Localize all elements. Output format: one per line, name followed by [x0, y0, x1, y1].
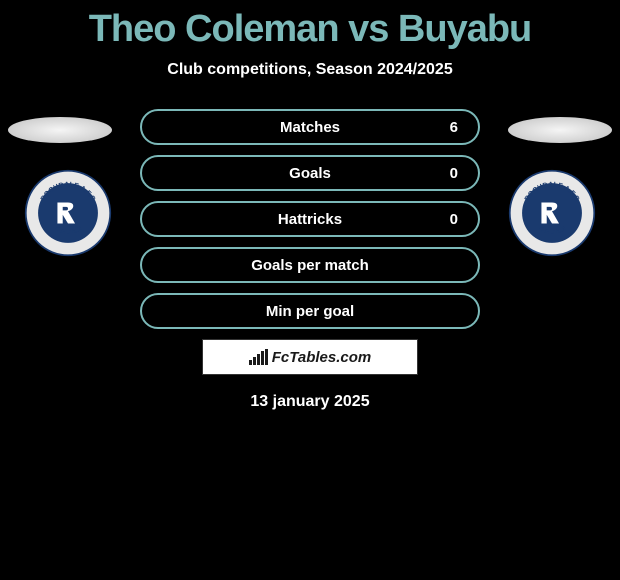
- stat-label: Matches: [280, 119, 340, 136]
- stat-row-min-per-goal: Min per goal: [140, 293, 480, 329]
- stat-row-goals: Goals 0: [140, 155, 480, 191]
- stat-label: Min per goal: [266, 303, 354, 320]
- stat-row-matches: Matches 6: [140, 109, 480, 145]
- stat-label: Goals per match: [251, 257, 369, 274]
- stat-value-right: 0: [450, 165, 458, 182]
- stat-label: Hattricks: [278, 211, 342, 228]
- bar-chart-icon: [249, 349, 268, 365]
- fctables-branding[interactable]: FcTables.com: [202, 339, 418, 375]
- date-text: 13 january 2025: [0, 393, 620, 411]
- player-photo-left: [8, 117, 112, 143]
- comparison-title: Theo Coleman vs Buyabu: [0, 0, 620, 51]
- stat-row-goals-per-match: Goals per match: [140, 247, 480, 283]
- stats-container: Matches 6 Goals 0 Hattricks 0 Goals per …: [140, 109, 480, 329]
- stat-value-right: 6: [450, 119, 458, 136]
- season-subtitle: Club competitions, Season 2024/2025: [0, 61, 620, 79]
- club-badge-left: ROCHDALE A.F.C THE DALE: [24, 169, 112, 257]
- stat-value-right: 0: [450, 211, 458, 228]
- club-badge-right: ROCHDALE A.F.C THE DALE: [508, 169, 596, 257]
- main-content: ROCHDALE A.F.C THE DALE ROCHDALE A.F.C T…: [0, 109, 620, 411]
- stat-row-hattricks: Hattricks 0: [140, 201, 480, 237]
- stat-label: Goals: [289, 165, 331, 182]
- player-photo-right: [508, 117, 612, 143]
- fctables-label: FcTables.com: [272, 349, 371, 366]
